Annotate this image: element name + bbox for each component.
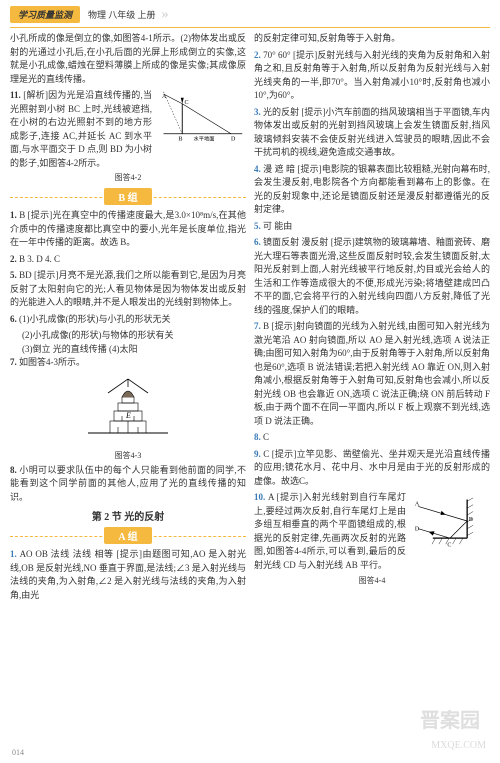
r-item-4: 4. 漫 遮 暗 [提示]电影院的银幕表面比较粗糙,光射向幕布时,会发生漫反射,… xyxy=(254,163,490,217)
left-column: 小孔所成的像是倒立的像,如图答4-1所示。(2)物体发出或反射的光通过小孔后,在… xyxy=(10,32,246,605)
svg-text:B: B xyxy=(469,517,473,523)
r-item-3: 3. 光的反射 [提示]小汽车前面的挡风玻璃相当于平面镜,车内物体发出或反射的光… xyxy=(254,106,490,160)
group-b-label: B 组 xyxy=(104,188,151,205)
svg-text:C: C xyxy=(447,543,451,549)
svg-text:A: A xyxy=(162,94,167,100)
fig-4-2-caption: 图答4-2 xyxy=(10,172,246,184)
fig-4-4-caption: 图答4-4 xyxy=(254,575,490,586)
group-b-header: B 组 xyxy=(10,188,246,205)
section-2-title: 第 2 节 光的反射 xyxy=(10,508,246,523)
b-item-6-2: (2)小孔成像(的形状)与物体的形状有关 xyxy=(10,329,246,343)
b-item-8: 8. 小明可以要求队伍中的每个人只能看到他前面的同学,不能看到这个同学前面的其他… xyxy=(10,464,246,505)
page-header: 学习质量监测 物理 八年级 上册 » xyxy=(0,0,500,27)
b-item-7: 7. 如图答4-3所示。 xyxy=(10,356,246,370)
b-item-5: 5. BD [提示]月亮不是光源,我们之所以能看到它,是因为月亮反射了太阳射向它… xyxy=(10,269,246,310)
figure-4-3: E xyxy=(78,373,178,448)
r-item-5: 5. 可 能由 xyxy=(254,220,490,234)
figure-4-4: A B C D xyxy=(410,491,490,551)
group-a-label: A 组 xyxy=(104,527,151,544)
b-item-6-3: (3)倒立 光的直线传播 (4)太阳 xyxy=(10,343,246,357)
a-item-1: 1. AO OB 法线 法线 相等 [提示]由题图可知,AO 是入射光线,OB … xyxy=(10,548,246,602)
group-a-header: A 组 xyxy=(10,527,246,544)
header-tab: 学习质量监测 xyxy=(10,6,80,23)
svg-text:水平地面: 水平地面 xyxy=(194,135,215,143)
r-item-8: 8. C xyxy=(254,431,490,445)
r-item-9: 9. C [提示]立竿见影、凿壁偷光、坐井观天是光沿直线传播的应用;镜花水月、花… xyxy=(254,448,490,489)
r-item-7: 7. B [提示]射向镜面的光线为入射光线,由图可知入射光线为激光笔沿 AO 射… xyxy=(254,320,490,428)
b-item-2-4: 2. B 3. D 4. C xyxy=(10,253,246,267)
svg-text:D: D xyxy=(415,526,420,532)
svg-text:D: D xyxy=(231,137,236,143)
svg-text:E: E xyxy=(125,411,131,420)
r-cont: 的反射定律可知,反射角等于入射角。 xyxy=(254,32,490,46)
r-item-2: 2. 70° 60° [提示]反射光线与入射光线的夹角为反射角和入射角之和,且反… xyxy=(254,49,490,103)
svg-text:B: B xyxy=(179,137,183,143)
fig-4-3-caption: 图答4-3 xyxy=(10,450,246,461)
svg-text:C: C xyxy=(185,100,189,106)
header-subject: 物理 八年级 上册 xyxy=(88,8,156,21)
item-number: 11. xyxy=(10,90,23,100)
right-column: 的反射定律可知,反射角等于入射角。 2. 70° 60° [提示]反射光线与入射… xyxy=(254,32,490,605)
watermark-url: MXQE.COM xyxy=(431,740,486,751)
figure-4-2: A C B D 水平地面 xyxy=(156,89,246,144)
b-item-1: 1. B [提示]光在真空中的传播速度最大,是3.0×10⁸m/s,在其他介质中… xyxy=(10,209,246,250)
header-divider xyxy=(10,27,490,28)
item-10-cont: 小孔所成的像是倒立的像,如图答4-1所示。(2)物体发出或反射的光通过小孔后,在… xyxy=(10,32,246,86)
watermark-logo: 晋案园 xyxy=(420,704,480,733)
arrow-icon: » xyxy=(162,7,169,23)
r-item-10: A B C D 10. A [提示]入射光线射到自行车尾灯上,要经过两次反射,自… xyxy=(254,491,490,572)
b-item-6: 6. (1)小孔成像(的形状)与小孔的形状无关 xyxy=(10,313,246,327)
r-item-6: 6. 镜面反射 漫反射 [提示]建筑物的玻璃幕墙、釉面瓷砖、磨光大理石等表面光滑… xyxy=(254,236,490,317)
page-number: 014 xyxy=(12,748,24,757)
item-11: A C B D 水平地面 11. [解析]因为光是沿直线传播的,当光照射到小树 … xyxy=(10,89,246,184)
content-columns: 小孔所成的像是倒立的像,如图答4-1所示。(2)物体发出或反射的光通过小孔后,在… xyxy=(0,32,500,605)
svg-text:A: A xyxy=(415,502,420,508)
